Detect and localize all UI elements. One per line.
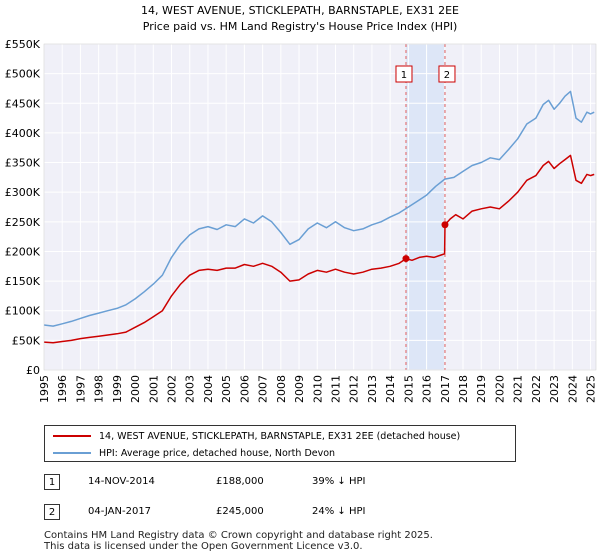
chart-title: 14, WEST AVENUE, STICKLEPATH, BARNSTAPLE… [141,4,459,17]
plot-area [44,44,596,370]
legend-entry-property: 14, WEST AVENUE, STICKLEPATH, BARNSTAPLE… [53,428,460,444]
x-tick-label: 2007 [257,375,270,403]
sale-point [402,255,410,263]
legend-label-property: 14, WEST AVENUE, STICKLEPATH, BARNSTAPLE… [99,430,461,442]
series-line-hpi [43,90,595,327]
x-tick-label: 2016 [421,375,434,403]
transaction-date: 14-NOV-2014 [88,476,155,487]
transaction-price: £188,000 [216,476,264,487]
x-tick-label: 2011 [329,375,342,403]
plot-frame [43,43,597,371]
y-tick-label: £550K [5,38,41,51]
x-tick-label: 2015 [402,375,415,403]
transaction-hpi-diff: 39% ↓ HPI [312,476,366,487]
y-tick-label: £450K [5,97,41,110]
y-tick-label: £100K [5,305,41,318]
x-tick-label: 2017 [439,375,452,403]
x-tick-label: 2018 [457,375,470,403]
transaction-marker-box [395,65,413,83]
footer-attribution: Contains HM Land Registry data © Crown c… [44,530,433,552]
y-tick-label: £400K [5,127,41,140]
footer-licence-line: This data is licensed under the Open Gov… [44,541,363,552]
x-tick-label: 2025 [585,375,598,403]
x-tick-label: 2009 [293,375,306,403]
x-tick-label: 2013 [366,375,379,403]
y-tick-label: £0 [26,364,40,377]
legend-label-hpi: HPI: Average price, detached house, Nort… [99,447,336,459]
transaction-hpi-diff: 24% ↓ HPI [312,506,366,517]
transaction-marker-box [438,65,456,83]
transaction-marker-label: 1 [401,70,407,81]
transaction-date: 04-JAN-2017 [88,506,152,517]
x-tick-label: 1999 [111,375,124,403]
x-tick-label: 2023 [548,375,561,403]
x-tick-label: 2008 [275,375,288,403]
x-tick-label: 2024 [566,375,579,403]
x-tick-label: 2005 [220,375,233,403]
chart-legend: 14, WEST AVENUE, STICKLEPATH, BARNSTAPLE… [44,425,516,462]
x-tick-label: 2000 [129,375,142,403]
y-tick-label: £500K [5,68,41,81]
transaction-marker-label: 2 [444,70,450,81]
x-tick-label: 2022 [530,375,543,403]
x-tick-label: 2004 [202,375,215,403]
footer-copyright-line: Contains HM Land Registry data © Crown c… [44,530,433,541]
x-tick-label: 2012 [348,375,361,403]
legend-swatch-property [53,435,91,437]
y-tick-label: £200K [5,245,41,258]
legend-swatch-hpi [53,452,91,454]
x-tick-label: 2019 [475,375,488,403]
series-line-property [43,154,595,344]
highlight-band [405,44,445,370]
transaction-number-badge: 2 [44,504,60,520]
x-tick-label: 2014 [384,375,397,403]
chart-subtitle: Price paid vs. HM Land Registry's House … [143,20,458,33]
transaction-number-badge: 1 [44,474,60,490]
x-tick-label: 2001 [147,375,160,403]
x-tick-label: 1998 [93,375,106,403]
x-tick-label: 2020 [493,375,506,403]
x-tick-label: 1995 [38,375,51,403]
legend-entry-hpi: HPI: Average price, detached house, Nort… [53,445,335,461]
y-tick-label: £250K [5,216,41,229]
y-tick-label: £50K [12,334,41,347]
price-chart: 14, WEST AVENUE, STICKLEPATH, BARNSTAPLE… [5,4,598,403]
y-tick-label: £350K [5,157,41,170]
x-tick-label: 2006 [238,375,251,403]
transaction-price: £245,000 [216,506,264,517]
x-tick-label: 1997 [74,375,87,403]
y-tick-label: £300K [5,186,41,199]
y-tick-label: £150K [5,275,41,288]
x-tick-label: 2010 [311,375,324,403]
x-tick-label: 1996 [56,375,69,403]
x-tick-label: 2021 [512,375,525,403]
x-tick-label: 2002 [166,375,179,403]
sale-point [441,221,449,229]
x-tick-label: 2003 [184,375,197,403]
